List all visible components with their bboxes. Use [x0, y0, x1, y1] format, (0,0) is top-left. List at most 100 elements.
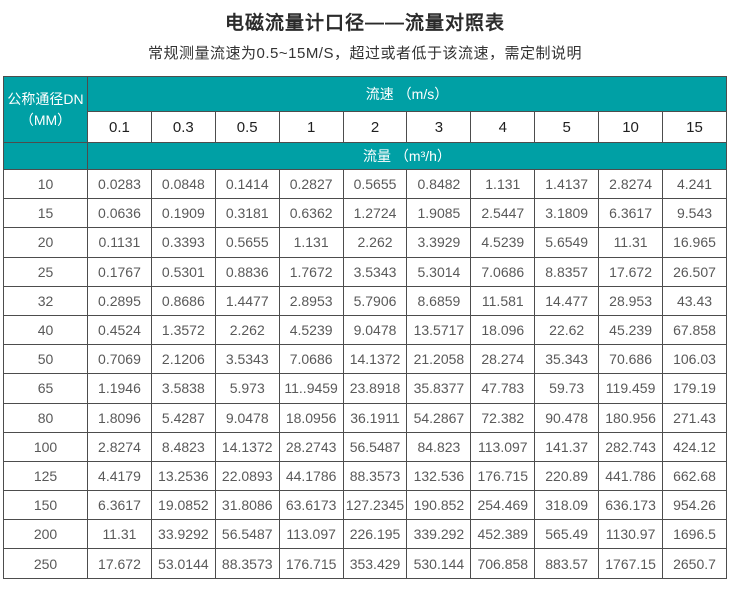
table-row: 80 1.8096 5.4287 9.0478 18.0956 36.1911 54.286…	[3, 402, 727, 433]
flow-value-cell: 3.3929	[406, 227, 472, 258]
flow-value-cell: 1.4137	[534, 168, 600, 200]
flow-value-cell: 0.2895	[87, 285, 152, 316]
flow-value-cell: 6.3617	[598, 198, 664, 229]
flow-header-spacer	[3, 142, 88, 170]
flow-value-cell: 0.3393	[150, 227, 216, 258]
flow-value-cell: 84.823	[406, 431, 472, 462]
flow-value-cell: 5.973	[214, 373, 280, 404]
flow-value-cell: 106.03	[662, 344, 727, 375]
flow-value-cell: 180.956	[598, 402, 664, 433]
flow-value-cell: 1.131	[470, 168, 536, 200]
flow-value-cell: 47.783	[470, 373, 536, 404]
dn-cell: 32	[3, 285, 88, 316]
velocity-value-cell: 3	[406, 111, 472, 143]
page-title: 电磁流量计口径——流量对照表	[224, 13, 505, 34]
flow-value-cell: 3.5343	[214, 344, 280, 375]
table-row: 125 4.4179 13.2536 22.0893 44.1786 88.3573 132…	[3, 460, 727, 492]
flow-value-cell: 13.5717	[406, 314, 472, 346]
flow-header: 流量 （m³/h）	[87, 142, 727, 170]
flow-value-cell: 8.8357	[534, 256, 600, 287]
flow-value-cell: 19.0852	[150, 490, 216, 521]
flow-value-cell: 35.343	[534, 344, 600, 375]
flow-value-cell: 282.743	[598, 431, 664, 462]
flow-value-cell: 0.1414	[214, 168, 280, 200]
flow-value-cell: 3.5343	[342, 256, 408, 287]
dn-cell: 150	[3, 490, 88, 521]
table-row: 100 2.8274 8.4823 14.1372 28.2743 56.5487 84.8…	[3, 431, 727, 462]
flow-value-cell: 28.274	[470, 344, 536, 375]
table-row: 65 1.1946 3.5838 5.973 11..9459 23.8918 35.837…	[3, 373, 727, 404]
flow-value-cell: 17.672	[598, 256, 664, 287]
flow-value-cell: 90.478	[534, 402, 600, 433]
flow-value-cell: 3.1809	[534, 198, 600, 229]
flow-value-cell: 18.0956	[278, 402, 344, 433]
dn-corner-line2: （MM）	[19, 111, 72, 128]
flow-value-cell: 132.536	[406, 460, 472, 492]
table-row: 250 17.672 53.0144 88.3573 176.715 353.429 530…	[3, 548, 727, 579]
flow-value-cell: 0.0848	[150, 168, 216, 200]
flow-value-cell: 1.4477	[214, 285, 280, 316]
flow-value-cell: 14.477	[534, 285, 600, 316]
flow-value-cell: 0.6362	[278, 198, 344, 229]
flow-value-cell: 1767.15	[598, 548, 664, 579]
flow-value-cell: 36.1911	[342, 402, 408, 433]
flow-value-cell: 0.1767	[87, 256, 152, 287]
flow-value-cell: 318.09	[534, 490, 600, 521]
flow-comparison-table: 公称通径DN （MM） 流速 （m/s） 0.1 0.3 0.5 1 2 3 4 5 10 15 …	[3, 76, 727, 579]
flow-value-cell: 190.852	[406, 490, 472, 521]
table-row: 40 0.4524 1.3572 2.262 4.5239 9.0478 13.5717 18…	[3, 314, 727, 346]
flow-value-cell: 0.8482	[406, 168, 472, 200]
flow-value-cell: 0.5655	[214, 227, 280, 258]
flow-value-cell: 2.8274	[598, 168, 664, 200]
flow-value-cell: 141.37	[534, 431, 600, 462]
flow-value-cell: 1.7672	[278, 256, 344, 287]
flow-value-cell: 53.0144	[150, 548, 216, 579]
flow-value-cell: 1.1946	[87, 373, 152, 404]
flow-value-cell: 43.43	[662, 285, 727, 316]
flow-value-cell: 0.3181	[214, 198, 280, 229]
flow-value-cell: 1.3572	[150, 314, 216, 346]
table-row: 20 0.1131 0.3393 0.5655 1.131 2.262 3.3929 4.52…	[3, 227, 727, 258]
flow-value-cell: 441.786	[598, 460, 664, 492]
flow-value-cell: 662.68	[662, 460, 727, 492]
flow-value-cell: 565.49	[534, 519, 600, 550]
flow-value-cell: 254.469	[470, 490, 536, 521]
flow-value-cell: 339.292	[406, 519, 472, 550]
flow-value-cell: 70.686	[598, 344, 664, 375]
flow-value-cell: 67.858	[662, 314, 727, 346]
flow-value-cell: 530.144	[406, 548, 472, 579]
flow-value-cell: 0.0283	[87, 168, 152, 200]
flow-value-cell: 72.382	[470, 402, 536, 433]
flow-value-cell: 0.4524	[87, 314, 152, 346]
dn-cell: 50	[3, 344, 88, 375]
flow-value-cell: 17.672	[87, 548, 152, 579]
flow-value-cell: 22.62	[534, 314, 600, 346]
dn-cell: 20	[3, 227, 88, 258]
flow-value-cell: 18.096	[470, 314, 536, 346]
flow-value-cell: 23.8918	[342, 373, 408, 404]
flow-value-cell: 88.3573	[342, 460, 408, 492]
flow-value-cell: 2.8953	[278, 285, 344, 316]
flow-value-cell: 5.3014	[406, 256, 472, 287]
flow-value-cell: 2650.7	[662, 548, 727, 579]
dn-cell: 250	[3, 548, 88, 579]
flow-value-cell: 26.507	[662, 256, 727, 287]
flow-value-cell: 119.459	[598, 373, 664, 404]
flow-value-cell: 0.2827	[278, 168, 344, 200]
flow-value-cell: 113.097	[470, 431, 536, 462]
flow-value-cell: 56.5487	[214, 519, 280, 550]
velocity-values-row: 0.1 0.3 0.5 1 2 3 4 5 10 15	[4, 111, 727, 143]
flow-value-cell: 452.389	[470, 519, 536, 550]
dn-cell: 125	[3, 460, 88, 492]
flow-value-cell: 44.1786	[278, 460, 344, 492]
flow-value-cell: 4.5239	[470, 227, 536, 258]
flow-value-cell: 1696.5	[662, 519, 727, 550]
flow-value-cell: 113.097	[278, 519, 344, 550]
velocity-value-cell: 4	[470, 111, 536, 143]
flow-value-cell: 0.8836	[214, 256, 280, 287]
flow-value-cell: 0.0636	[87, 198, 152, 229]
flow-value-cell: 127.2345	[342, 490, 408, 521]
velocity-value-cell: 10	[598, 111, 664, 143]
flow-value-cell: 0.1909	[150, 198, 216, 229]
flow-value-cell: 11..9459	[278, 373, 344, 404]
